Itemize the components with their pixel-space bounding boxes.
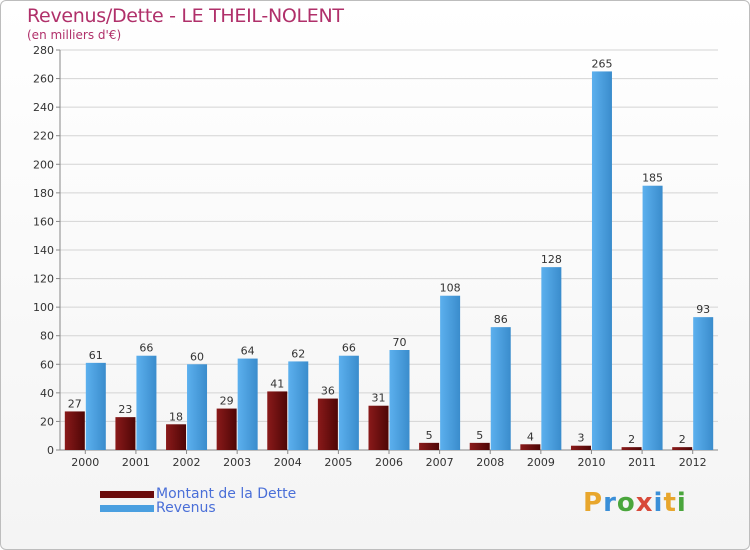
bar-revenus	[136, 355, 157, 450]
y-tick-label: 180	[33, 187, 54, 200]
y-tick-label: 140	[33, 244, 54, 257]
logo-letter: o	[616, 488, 636, 518]
data-label: 66	[139, 342, 153, 355]
logo-letter: i	[653, 488, 664, 518]
data-label: 5	[426, 429, 433, 442]
data-label: 61	[89, 349, 103, 362]
y-tick-label: 280	[33, 44, 54, 57]
x-tick-label: 2011	[628, 456, 656, 469]
bar-dette	[267, 391, 288, 450]
legend-label-dette: Montant de la Dette	[156, 486, 297, 502]
bar-dette	[570, 445, 591, 450]
x-tick-label: 2008	[476, 456, 504, 469]
bar-dette	[317, 398, 338, 450]
x-tick-label: 2005	[324, 456, 352, 469]
legend-item-revenus: Revenus	[100, 500, 216, 516]
x-tick-label: 2007	[426, 456, 454, 469]
y-tick-label: 240	[33, 101, 54, 114]
bar-dette	[520, 444, 541, 450]
x-tick-label: 2003	[223, 456, 251, 469]
bar-revenus	[440, 295, 461, 450]
y-tick-label: 40	[40, 387, 54, 400]
x-tick-label: 2010	[577, 456, 605, 469]
y-tick-label: 0	[47, 444, 54, 457]
y-tick-label: 160	[33, 215, 54, 228]
legend-item-dette: Montant de la Dette	[100, 486, 297, 502]
x-tick-label: 2006	[375, 456, 403, 469]
logo-letter: t	[663, 488, 677, 518]
bar-dette	[64, 411, 85, 450]
bar-dette	[115, 417, 136, 450]
data-label: 60	[190, 350, 204, 363]
bar-revenus	[338, 355, 359, 450]
proxiti-logo: Proxiti	[583, 488, 687, 518]
x-tick-label: 2004	[274, 456, 302, 469]
bar-revenus	[237, 358, 258, 450]
bar-dette	[419, 442, 440, 450]
y-tick-label: 60	[40, 358, 54, 371]
data-label: 185	[642, 172, 663, 185]
bar-dette	[166, 424, 187, 450]
data-label: 128	[541, 253, 562, 266]
logo-letter: r	[603, 488, 617, 518]
data-label: 108	[440, 282, 461, 295]
bar-revenus	[541, 267, 562, 450]
bar-revenus	[642, 185, 663, 450]
data-label: 4	[527, 430, 534, 443]
data-label: 86	[494, 313, 508, 326]
bar-revenus	[693, 317, 714, 450]
data-label: 41	[270, 377, 284, 390]
data-label: 3	[577, 432, 584, 445]
y-tick-label: 220	[33, 130, 54, 143]
bar-revenus	[389, 350, 410, 450]
data-label: 5	[476, 429, 483, 442]
bar-revenus	[187, 364, 208, 450]
y-tick-label: 200	[33, 158, 54, 171]
bar-dette	[216, 408, 237, 450]
y-tick-label: 80	[40, 330, 54, 343]
legend-swatch-dette	[100, 490, 154, 498]
x-tick-label: 2001	[122, 456, 150, 469]
data-label: 265	[591, 57, 612, 70]
data-label: 70	[393, 336, 407, 349]
logo-letter: i	[676, 488, 687, 518]
data-label: 31	[372, 392, 386, 405]
y-tick-label: 120	[33, 273, 54, 286]
data-label: 29	[220, 395, 234, 408]
data-label: 62	[291, 347, 305, 360]
data-label: 64	[241, 345, 255, 358]
legend-label-revenus: Revenus	[156, 500, 216, 516]
data-label: 2	[628, 433, 635, 446]
data-label: 18	[169, 410, 183, 423]
logo-letter: P	[583, 488, 604, 518]
bar-dette	[469, 442, 490, 450]
data-label: 93	[696, 303, 710, 316]
data-label: 2	[679, 433, 686, 446]
x-tick-label: 2009	[527, 456, 555, 469]
x-tick-label: 2000	[71, 456, 99, 469]
logo-letter: x	[635, 488, 654, 518]
x-tick-label: 2012	[679, 456, 707, 469]
y-tick-label: 100	[33, 301, 54, 314]
bar-revenus	[490, 327, 511, 450]
data-label: 66	[342, 342, 356, 355]
bar-revenus	[591, 71, 612, 450]
data-label: 36	[321, 385, 335, 398]
data-label: 23	[118, 403, 132, 416]
bar-dette	[672, 447, 693, 450]
legend-swatch-revenus	[100, 504, 154, 512]
chart-title: Revenus/Dette - LE THEIL-NOLENT	[27, 5, 344, 27]
x-tick-label: 2002	[173, 456, 201, 469]
bar-revenus	[288, 361, 309, 450]
bar-revenus	[85, 362, 106, 450]
chart-subtitle: (en milliers d'€)	[27, 28, 122, 42]
bar-dette	[368, 405, 389, 450]
data-label: 27	[68, 397, 82, 410]
bar-dette	[621, 447, 642, 450]
y-tick-label: 260	[33, 73, 54, 86]
y-tick-label: 20	[40, 415, 54, 428]
